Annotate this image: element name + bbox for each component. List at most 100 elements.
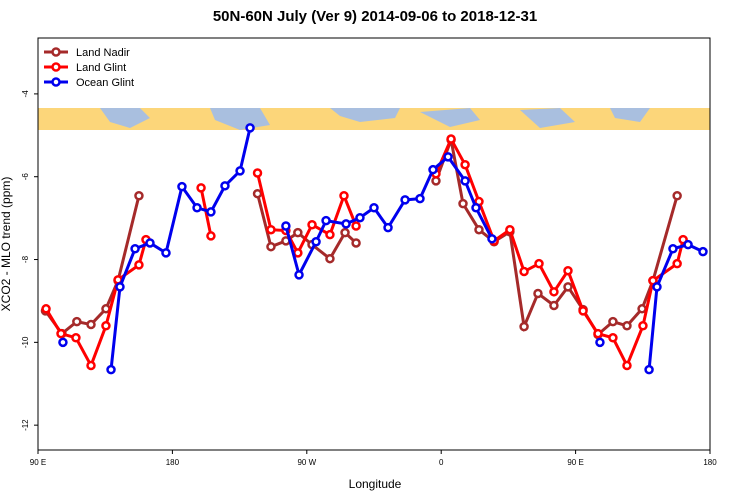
data-point xyxy=(505,224,515,235)
data-point xyxy=(220,181,230,191)
data-point xyxy=(563,282,573,292)
data-point xyxy=(549,287,559,297)
data-point xyxy=(86,360,96,371)
data-point xyxy=(355,212,365,223)
data-point xyxy=(668,244,678,254)
y-tick-label: -8 xyxy=(21,255,30,263)
data-point xyxy=(474,224,484,235)
legend-marker xyxy=(51,62,61,72)
data-point xyxy=(206,207,216,217)
legend-marker xyxy=(51,47,61,57)
data-point xyxy=(533,288,543,299)
legend-label: Ocean Glint xyxy=(76,77,134,89)
data-point xyxy=(235,166,245,176)
data-point xyxy=(458,198,468,209)
data-point xyxy=(652,282,662,292)
data-point xyxy=(672,258,682,269)
data-point xyxy=(644,364,654,375)
data-point xyxy=(648,275,658,286)
x-axis-label: Longitude xyxy=(349,477,402,491)
data-point xyxy=(698,246,708,257)
y-tick-label: -4 xyxy=(21,90,30,98)
series-line xyxy=(44,135,685,370)
data-point xyxy=(252,188,263,199)
data-point xyxy=(608,333,618,343)
data-point xyxy=(307,219,317,230)
data-point xyxy=(428,164,438,175)
data-point xyxy=(325,253,335,264)
data-point xyxy=(400,195,410,205)
x-tick-label: 0 xyxy=(439,458,444,467)
data-point xyxy=(340,227,350,238)
data-point xyxy=(115,282,125,292)
data-point xyxy=(608,316,618,327)
data-point xyxy=(563,265,573,276)
data-point xyxy=(637,304,647,314)
plot-frame xyxy=(37,37,711,451)
data-point xyxy=(638,321,648,331)
y-axis-label: XCO2 - MLO trend (ppm) xyxy=(0,177,13,312)
data-point xyxy=(56,328,66,339)
data-point xyxy=(595,337,605,348)
data-point xyxy=(519,266,529,277)
data-point xyxy=(549,300,559,311)
data-point xyxy=(72,316,82,327)
data-point xyxy=(130,244,140,254)
data-point xyxy=(460,176,470,186)
data-point xyxy=(443,152,453,162)
data-point xyxy=(383,222,393,233)
data-point xyxy=(106,364,116,375)
data-point xyxy=(593,328,603,339)
y-tick-label: -6 xyxy=(21,173,30,181)
data-point xyxy=(325,229,335,240)
data-point xyxy=(134,191,144,201)
data-point xyxy=(683,239,693,250)
data-point xyxy=(145,238,155,248)
data-point xyxy=(192,203,202,213)
data-point xyxy=(622,360,632,371)
data-point xyxy=(446,134,456,144)
data-point xyxy=(196,183,206,193)
data-point xyxy=(134,260,144,270)
y-tick-label: -10 xyxy=(21,336,30,348)
data-point xyxy=(71,333,81,343)
data-point xyxy=(321,215,331,226)
data-point xyxy=(351,238,361,248)
data-point xyxy=(41,304,51,314)
legend-marker xyxy=(51,77,61,87)
data-point xyxy=(293,248,303,258)
x-tick-label: 180 xyxy=(166,458,180,467)
data-point xyxy=(311,236,321,247)
legend-label: Land Glint xyxy=(76,62,126,74)
data-point xyxy=(206,231,216,241)
data-point xyxy=(294,270,304,280)
data-point xyxy=(252,168,263,178)
data-point xyxy=(622,321,632,331)
y-tick-label: -12 xyxy=(21,419,30,431)
data-point xyxy=(177,181,187,192)
data-point xyxy=(266,241,276,252)
data-point xyxy=(369,203,379,213)
legend-label: Land Nadir xyxy=(76,47,130,59)
data-point xyxy=(415,193,425,204)
chart-title: 50N-60N July (Ver 9) 2014-09-06 to 2018-… xyxy=(213,8,537,25)
data-point xyxy=(58,337,68,348)
data-point xyxy=(351,221,361,231)
data-point xyxy=(101,321,111,331)
map-strip xyxy=(38,108,710,130)
data-point xyxy=(471,203,481,213)
x-tick-label: 90 W xyxy=(297,458,316,467)
x-tick-label: 90 E xyxy=(30,458,46,467)
data-point xyxy=(161,248,171,258)
data-point xyxy=(86,319,96,330)
data-point xyxy=(339,191,349,201)
data-point xyxy=(266,224,276,235)
data-point xyxy=(245,123,255,133)
data-point xyxy=(519,321,529,332)
data-point xyxy=(341,219,351,229)
data-point xyxy=(672,191,682,201)
data-point xyxy=(578,306,588,316)
data-point xyxy=(281,221,291,231)
x-tick-label: 180 xyxy=(703,458,717,467)
